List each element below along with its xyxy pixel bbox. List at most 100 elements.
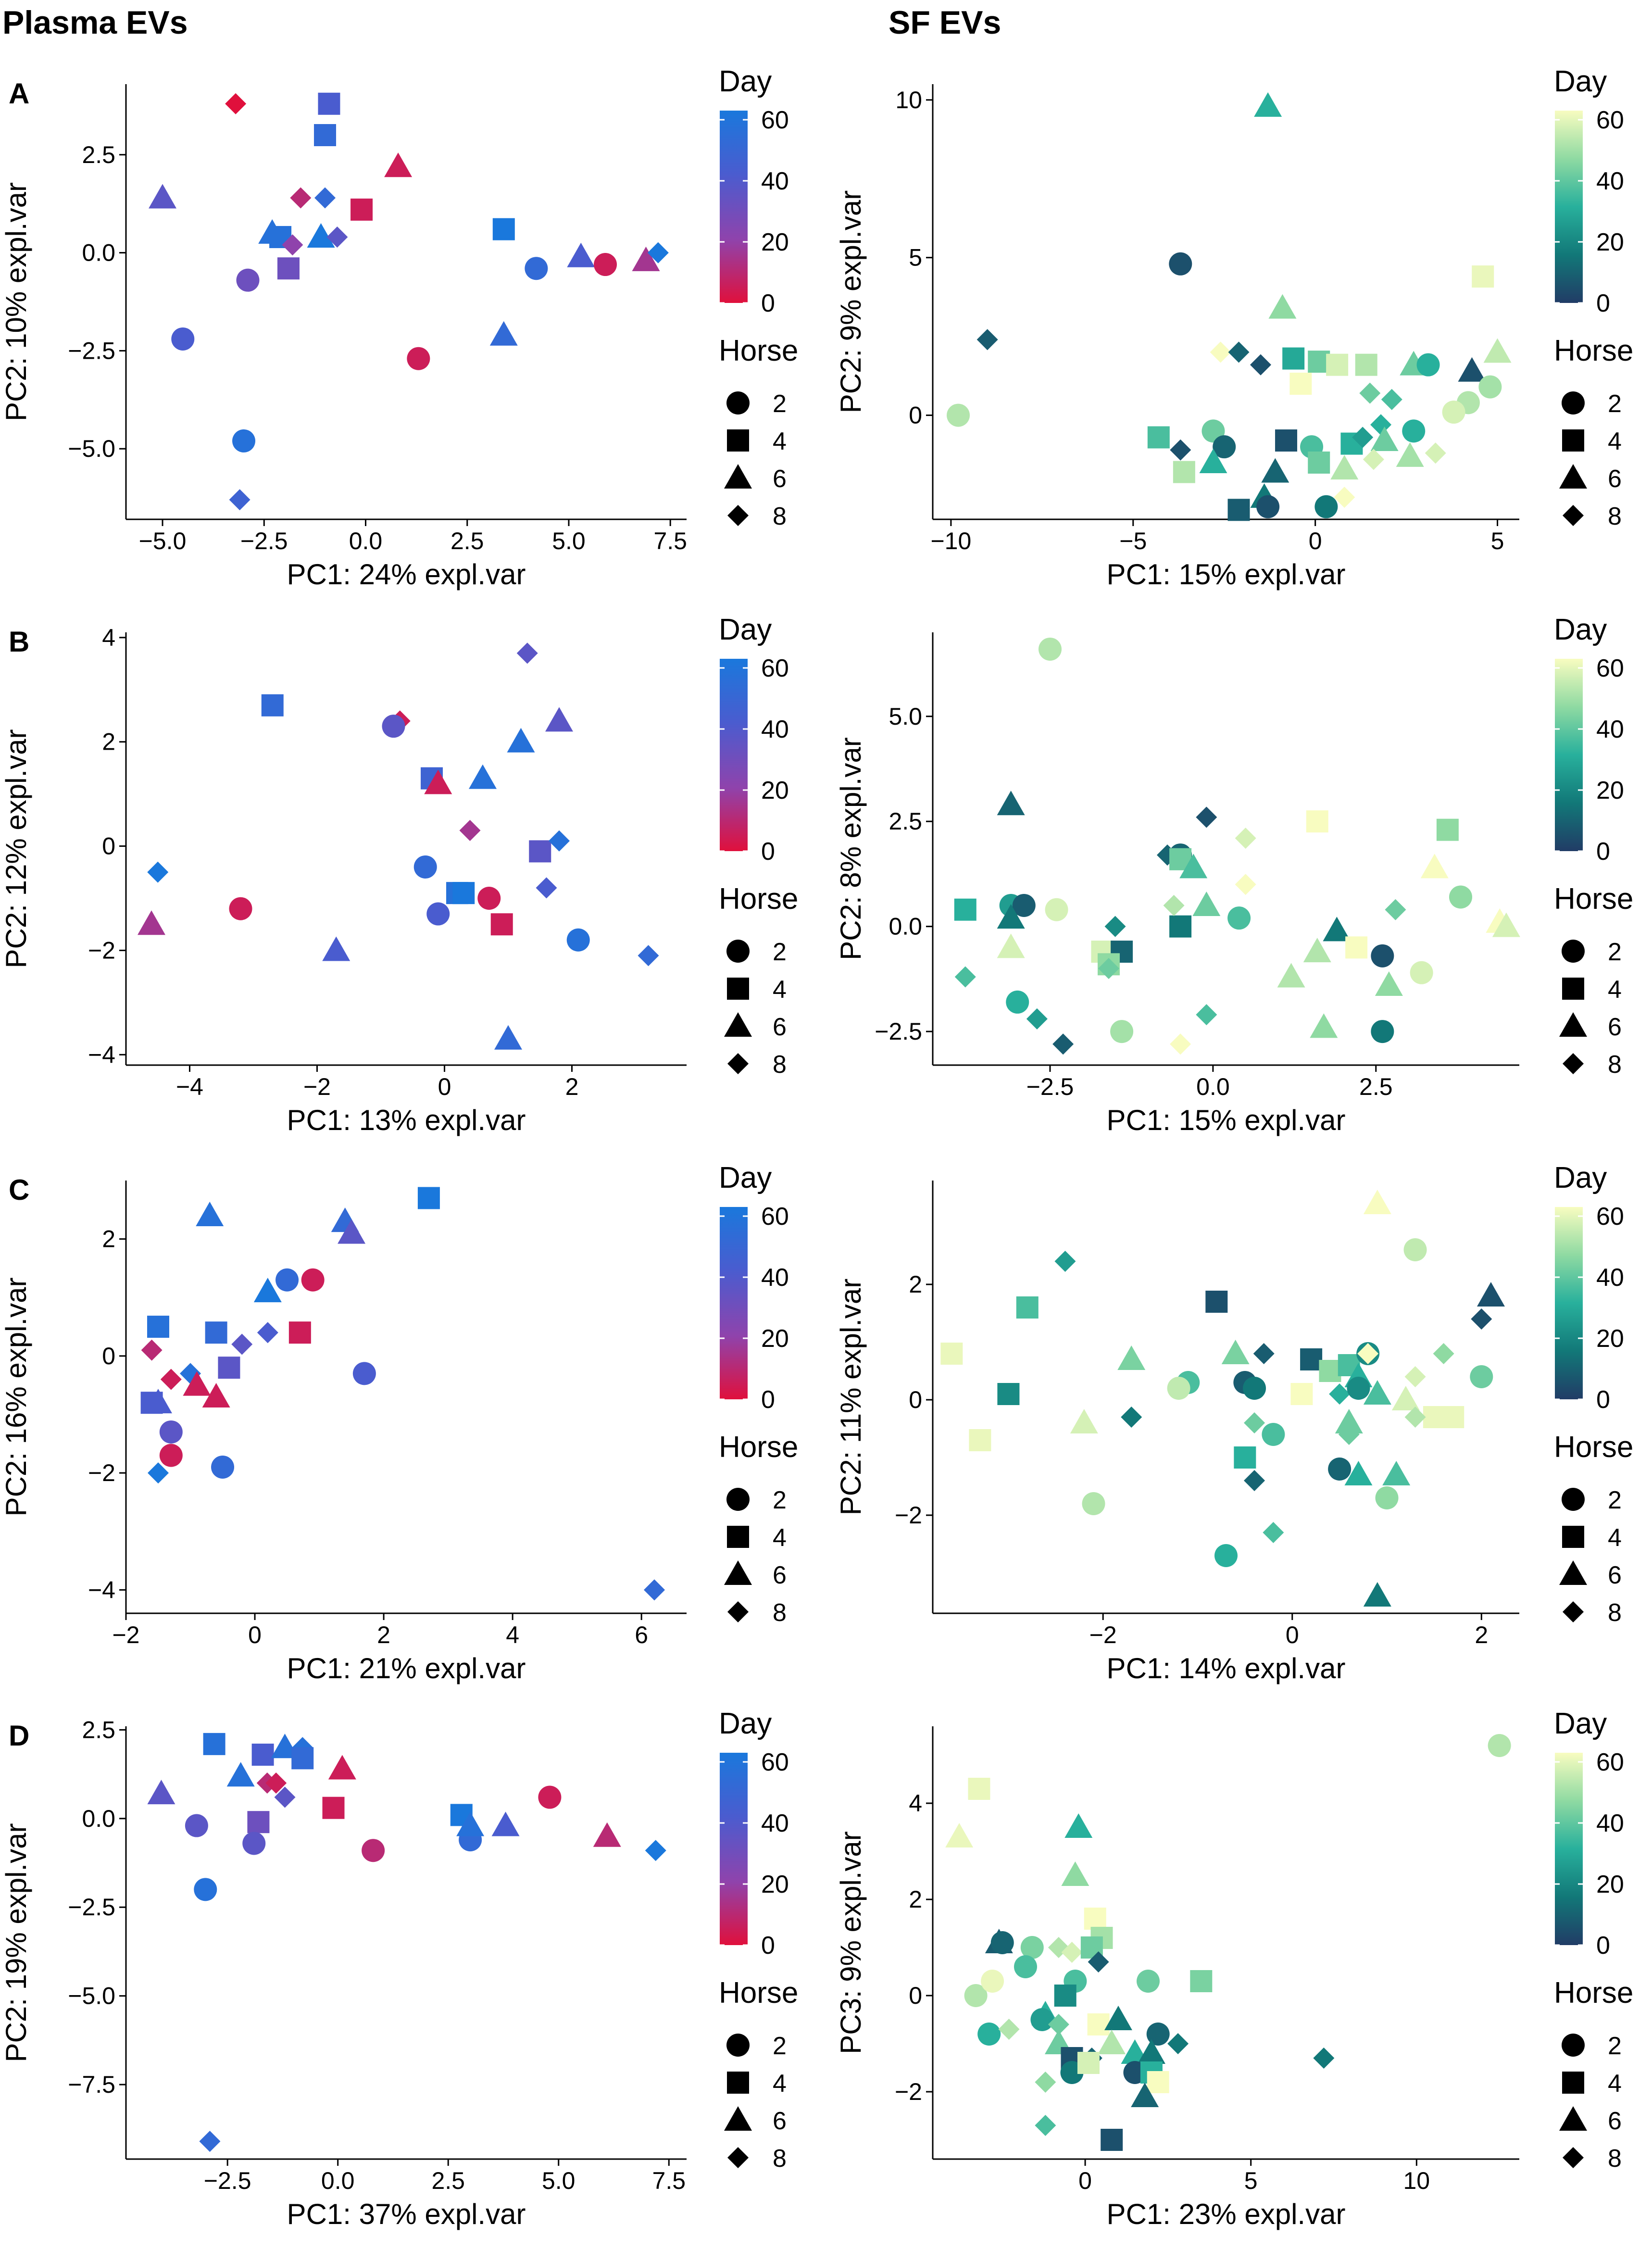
data-point <box>529 840 551 863</box>
horse-legend-triangle-icon <box>724 2106 752 2131</box>
horse-legend-label: 2 <box>1608 938 1622 966</box>
y-tick-label: 2 <box>102 1226 115 1253</box>
horse-legend-label: 8 <box>1608 1051 1622 1079</box>
data-point <box>1213 435 1236 459</box>
data-point <box>638 945 659 967</box>
data-point <box>516 642 538 664</box>
data-point <box>382 715 405 738</box>
y-tick-label: 0 <box>909 402 922 429</box>
horse-legend-label: 6 <box>1608 1561 1622 1589</box>
data-point <box>1381 389 1402 410</box>
data-point <box>362 1839 385 1862</box>
x-tick-label: −5.0 <box>139 528 187 554</box>
data-point <box>969 1429 991 1451</box>
colorbar-tick-label: 20 <box>1596 777 1624 804</box>
data-point <box>1196 1004 1217 1026</box>
data-point <box>1006 990 1029 1014</box>
horse-legend-triangle-icon <box>724 1560 752 1585</box>
data-point <box>940 1343 963 1365</box>
data-point <box>1402 419 1426 443</box>
data-point <box>218 1357 240 1379</box>
y-axis-title: PC2: 8% expl.var <box>835 737 867 960</box>
x-tick-label: 0 <box>248 1621 262 1648</box>
data-point <box>185 1814 208 1837</box>
data-point <box>1404 1366 1426 1387</box>
horse-legend-label: 4 <box>773 1524 787 1552</box>
y-tick-label: 2.5 <box>82 141 115 168</box>
data-point <box>1227 499 1250 521</box>
data-point <box>1277 963 1305 988</box>
colorbar-tick-label: 0 <box>761 1386 775 1414</box>
colorbar-tick-label: 20 <box>1596 1325 1624 1353</box>
y-tick-label: −7.5 <box>68 2071 115 2098</box>
colorbar-tick-label: 40 <box>761 167 789 195</box>
data-point <box>1061 1861 1089 1886</box>
data-point <box>1306 810 1328 833</box>
x-tick-label: 0.0 <box>1196 1073 1230 1100</box>
data-point <box>1035 2072 1056 2093</box>
data-point <box>314 187 336 209</box>
data-point <box>489 321 518 346</box>
data-point <box>424 769 452 794</box>
x-axis-title: PC1: 13% expl.var <box>287 1104 526 1136</box>
colorbar-tick-label: 0 <box>1596 289 1610 317</box>
data-point <box>159 1420 183 1444</box>
y-tick-label: 2 <box>909 1271 922 1298</box>
data-point <box>1363 1582 1391 1607</box>
data-point <box>251 1744 274 1766</box>
data-point <box>247 1811 270 1834</box>
data-points <box>945 1734 1511 2151</box>
x-tick-label: 5.0 <box>552 528 586 554</box>
horse-legend-title: Horse <box>719 334 798 367</box>
data-point <box>507 728 535 753</box>
colorbar-tick-label: 20 <box>761 1871 789 1898</box>
data-point <box>1167 1377 1190 1400</box>
y-tick-label: −2.5 <box>68 1894 115 1921</box>
x-tick-label: 0.0 <box>321 2167 355 2194</box>
data-point <box>417 1187 440 1209</box>
x-axis-title: PC1: 24% expl.var <box>287 558 526 591</box>
scatter-panel-a-sf: −10 −5 0 5 10 5 0 PC1: 15% expl.var PC2: 9% expl… <box>835 65 1633 591</box>
data-point <box>1357 1343 1379 1364</box>
day-colorbar <box>1555 1207 1583 1399</box>
data-point <box>253 1278 282 1303</box>
horse-legend-circle-icon <box>1562 1488 1585 1511</box>
day-colorbar <box>1555 1753 1583 1945</box>
legend: Day 60 40 20 0 Horse 2 4 6 8 <box>1554 65 1633 530</box>
data-point <box>492 218 515 240</box>
data-point <box>977 2023 1001 2046</box>
data-point <box>997 1383 1020 1405</box>
data-point <box>138 910 165 935</box>
data-point <box>1137 1970 1160 1993</box>
data-point <box>1268 294 1297 319</box>
data-point <box>1098 958 1119 980</box>
x-tick-label: 5 <box>1244 2167 1258 2194</box>
data-point <box>1470 1365 1493 1388</box>
data-point <box>997 933 1025 958</box>
data-point <box>226 1762 255 1787</box>
data-point <box>494 1025 522 1050</box>
horse-legend-label: 2 <box>1608 1486 1622 1514</box>
data-point <box>1436 818 1459 841</box>
data-point <box>338 1219 366 1244</box>
data-point <box>1070 1409 1098 1433</box>
data-point <box>1310 1013 1338 1038</box>
data-point <box>1254 92 1282 117</box>
horse-legend-label: 4 <box>1608 976 1622 1004</box>
y-tick-label: 2 <box>909 1886 922 1913</box>
data-point <box>1282 347 1305 370</box>
data-point <box>1442 1406 1464 1428</box>
x-tick-label: 0 <box>1286 1621 1299 1648</box>
data-point <box>1335 1409 1363 1433</box>
data-point <box>1052 1033 1074 1055</box>
data-point <box>202 1383 230 1407</box>
colorbar-tick-label: 40 <box>1596 167 1624 195</box>
x-tick-label: −2.5 <box>1026 1073 1074 1100</box>
data-point <box>456 1811 485 1836</box>
x-tick-label: 2.5 <box>451 528 484 554</box>
data-point <box>1137 2039 1165 2064</box>
legend: Day 60 40 20 0 Horse 2 4 6 8 <box>1554 1161 1633 1627</box>
data-point <box>1030 2008 1054 2031</box>
